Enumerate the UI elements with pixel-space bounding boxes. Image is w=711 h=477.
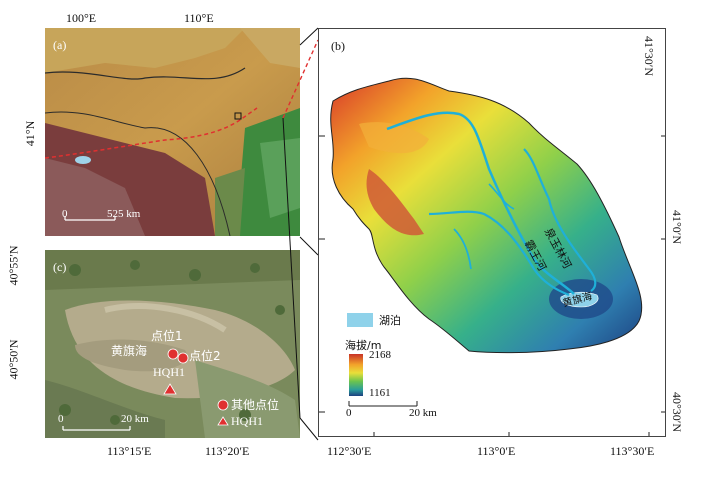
river-bawang <box>428 210 570 297</box>
point-1-marker <box>167 348 179 360</box>
point-2-label: 点位2 <box>189 349 221 363</box>
panel-c-label: (c) <box>53 260 67 274</box>
panel-c-lon-tick-11320: 113°20′E <box>205 444 250 458</box>
panel-b-lon-tick-11230: 112°30′E <box>327 444 372 458</box>
panel-b-map: (b) 泉玉林河 霸王河 黄旗海 湖泊 海拔/m 2168 1161 0 20 … <box>318 28 666 437</box>
panel-a-scale-end: 525 km <box>107 208 141 220</box>
panel-b-lat-tick-4030: 40°30′N <box>670 392 684 433</box>
legend-lake-label: 湖泊 <box>379 314 401 327</box>
panel-b-scale-zero: 0 <box>346 407 352 419</box>
lake-shape <box>560 291 599 308</box>
river-quanyulin <box>386 111 575 295</box>
hqh1-marker <box>163 383 177 395</box>
panel-c-map: (c) 黄旗海 点位1 点位2 HQH1 其他点位 HQH1 0 20 km <box>45 250 300 438</box>
panel-b-lat-tick-4130: 41°30′N <box>642 36 656 77</box>
legend-other-point-label: 其他点位 <box>231 398 280 412</box>
panel-a-map: (a) 0 525 km <box>45 28 300 236</box>
panel-b-lat-tick-4100: 41°0′N <box>670 210 684 245</box>
panel-a-terrain <box>45 28 300 236</box>
legend-hqh1-label: HQH1 <box>231 414 263 428</box>
legend-lake-swatch <box>347 313 373 327</box>
point-1-label: 点位1 <box>151 329 183 343</box>
legend-elevation-title: 海拔/m <box>345 339 382 352</box>
legend-elevation-min: 1161 <box>369 387 391 399</box>
legend-elevation-max: 2168 <box>369 349 391 361</box>
panel-b-label: (b) <box>331 39 345 53</box>
panel-c-lon-tick-11315: 113°15′E <box>107 444 152 458</box>
legend-other-point-marker <box>217 399 229 411</box>
legend-hqh1-marker <box>217 416 229 426</box>
panel-c-scale-zero: 0 <box>58 413 64 425</box>
point-2-marker <box>177 352 189 364</box>
river-north-branch <box>523 148 597 292</box>
panel-a-lon-tick-110: 110°E <box>184 11 214 25</box>
panel-c-satellite <box>45 250 300 438</box>
panel-a-scale-zero: 0 <box>62 208 68 220</box>
panel-a-label: (a) <box>53 38 67 52</box>
panel-b-scale-end: 20 km <box>409 407 437 419</box>
panel-b-lon-tick-11330: 113°30′E <box>610 444 655 458</box>
panel-b-elevation-map <box>319 77 665 436</box>
panel-c-lake-label: 黄旗海 <box>111 344 148 358</box>
panel-a-lon-tick-100: 100°E <box>66 11 97 25</box>
panel-c-scale-end: 20 km <box>121 413 149 425</box>
hqh1-label: HQH1 <box>153 365 185 379</box>
legend-elevation-bar <box>349 354 363 396</box>
panel-b-lon-tick-11300: 113°0′E <box>477 444 516 458</box>
